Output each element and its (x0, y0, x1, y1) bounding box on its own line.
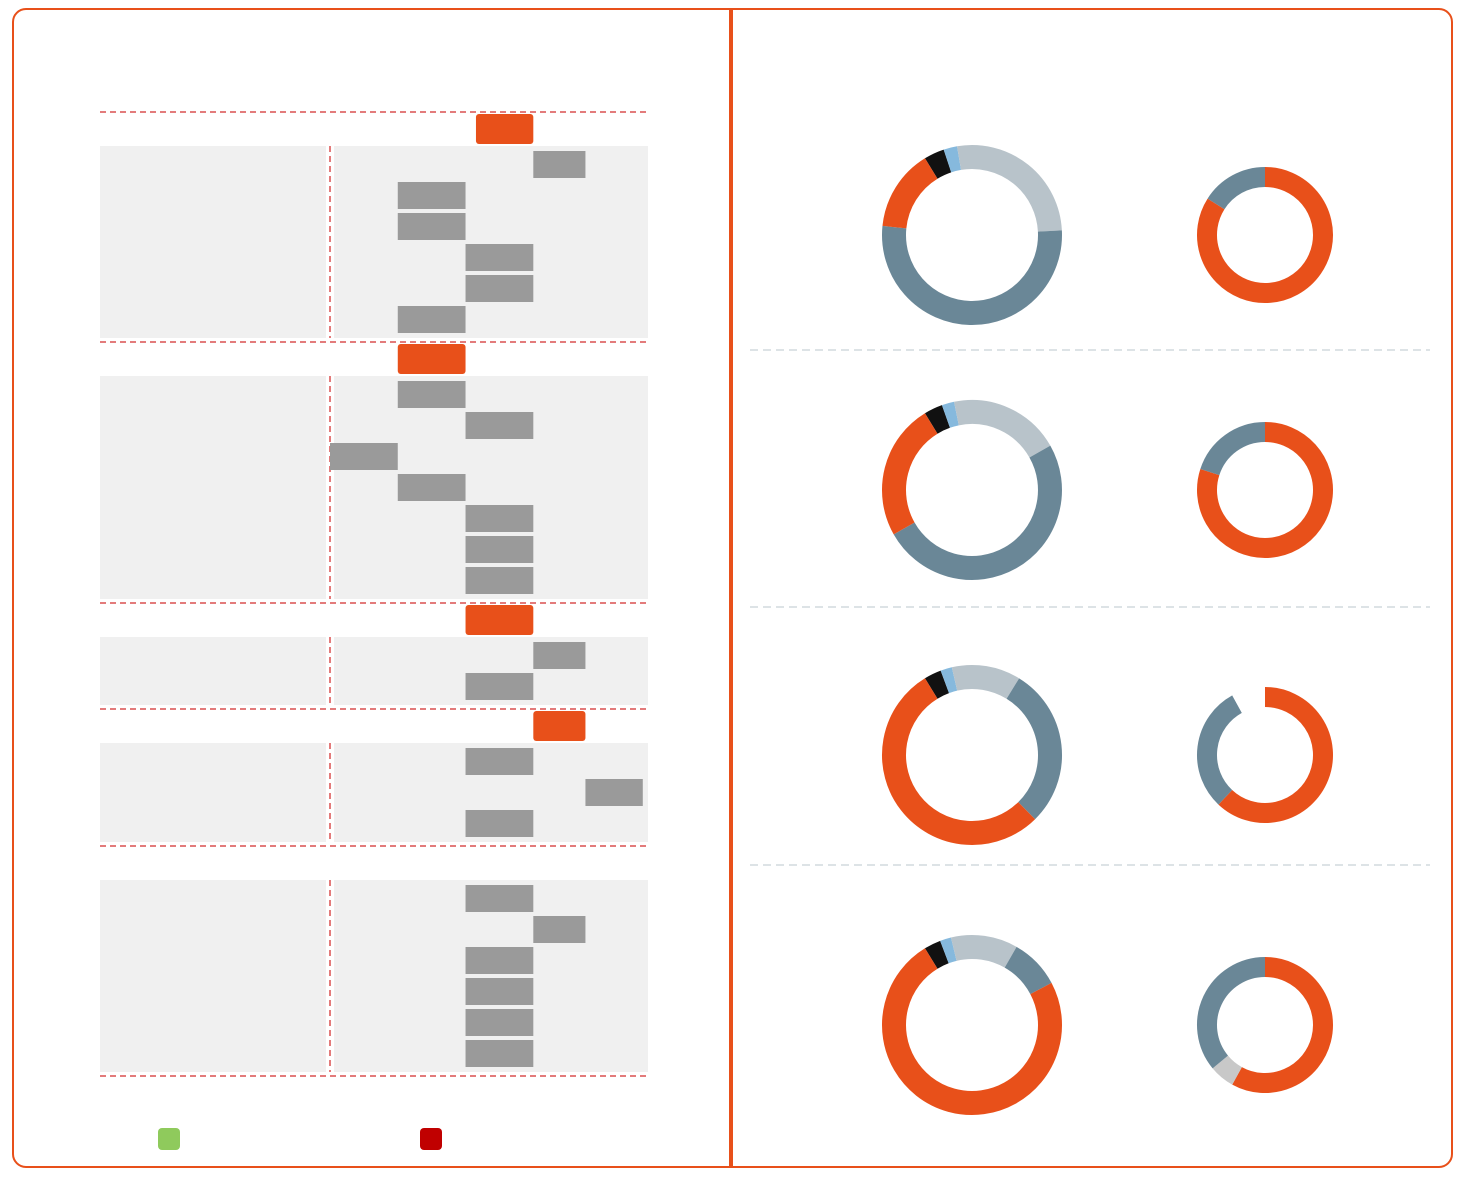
outer-frame (12, 8, 1453, 1168)
gantt-bar (465, 748, 534, 775)
gantt-bar (585, 779, 643, 806)
gantt-bar (465, 567, 534, 594)
gantt-bar (533, 642, 586, 669)
gantt-label-panel (100, 880, 326, 1072)
gantt-headline-bar (533, 711, 586, 741)
gantt-group-header (100, 111, 648, 146)
gantt-plot-panel (334, 146, 648, 338)
left-legend (158, 1128, 442, 1150)
gantt-bar (465, 1040, 534, 1067)
gantt-label-panel (100, 637, 326, 705)
gantt-bar (465, 885, 534, 912)
gantt-bar (397, 213, 466, 240)
gantt-bar (465, 1009, 534, 1036)
gantt-bar (465, 244, 534, 271)
gantt-headline-bar (397, 344, 466, 374)
gantt-bar (465, 536, 534, 563)
gantt-bar (330, 443, 398, 470)
gantt-label-panel (100, 376, 326, 599)
gantt-bar (397, 182, 466, 209)
gantt-bar (533, 916, 586, 943)
gantt-bar (465, 275, 534, 302)
gantt-bar (465, 978, 534, 1005)
gantt-group-header (100, 845, 648, 880)
gantt-bar (465, 673, 534, 700)
gantt-headline-bar (465, 605, 534, 635)
gantt-bar (397, 474, 466, 501)
gantt-bar (465, 947, 534, 974)
left-panel (100, 111, 648, 1150)
gantt-bar (465, 412, 534, 439)
gantt-bar (465, 810, 534, 837)
gantt-bar (397, 306, 466, 333)
gantt-chart (100, 111, 648, 1077)
gantt-group-header (100, 602, 648, 637)
gantt-group-header (100, 341, 648, 376)
panel-divider (729, 10, 733, 1166)
gantt-bar (397, 381, 466, 408)
gantt-group-header (100, 708, 648, 743)
legend-swatch-a (158, 1128, 180, 1150)
legend-swatch-b (420, 1128, 442, 1150)
gantt-plot-panel (334, 376, 648, 599)
gantt-label-panel (100, 146, 326, 338)
gantt-bar (533, 151, 586, 178)
gantt-bar (465, 505, 534, 532)
gantt-headline-bar (475, 114, 534, 144)
gantt-label-panel (100, 743, 326, 842)
